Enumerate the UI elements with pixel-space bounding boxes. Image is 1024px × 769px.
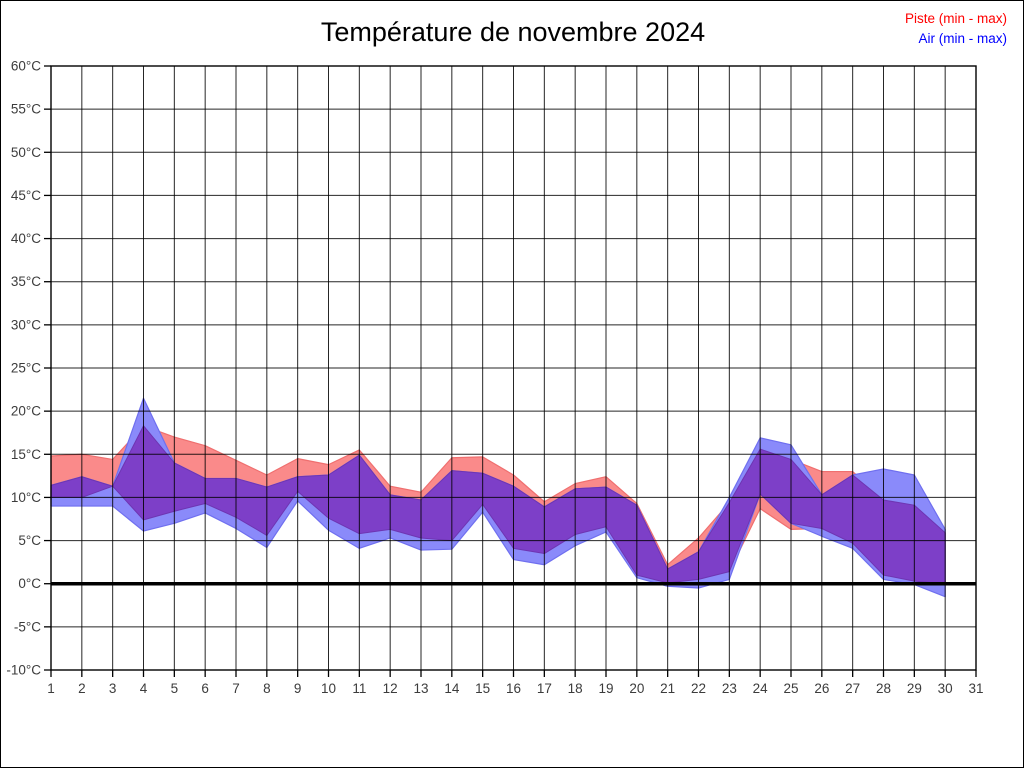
svg-text:17: 17 (537, 681, 552, 696)
svg-text:25°C: 25°C (11, 361, 41, 376)
svg-text:35°C: 35°C (11, 274, 41, 289)
svg-text:50°C: 50°C (11, 145, 41, 160)
svg-text:26: 26 (814, 681, 829, 696)
svg-text:25: 25 (783, 681, 798, 696)
legend-item-air: Air (min - max) (905, 29, 1008, 49)
svg-text:3: 3 (109, 681, 117, 696)
svg-text:5: 5 (171, 681, 179, 696)
svg-text:15°C: 15°C (11, 447, 41, 462)
svg-text:60°C: 60°C (11, 59, 41, 74)
svg-text:29: 29 (907, 681, 922, 696)
svg-text:40°C: 40°C (11, 231, 41, 246)
svg-text:45°C: 45°C (11, 188, 41, 203)
svg-text:18: 18 (568, 681, 583, 696)
svg-text:1: 1 (47, 681, 55, 696)
legend-label-piste: Piste (min - max) (904, 11, 1007, 26)
svg-text:30: 30 (938, 681, 953, 696)
svg-text:20: 20 (629, 681, 644, 696)
svg-text:23: 23 (722, 681, 737, 696)
svg-text:55°C: 55°C (11, 102, 41, 117)
svg-text:8: 8 (263, 681, 271, 696)
svg-text:22: 22 (691, 681, 706, 696)
svg-text:9: 9 (294, 681, 302, 696)
svg-text:13: 13 (413, 681, 428, 696)
svg-text:14: 14 (444, 681, 460, 696)
svg-text:-10°C: -10°C (6, 663, 41, 678)
axis-ticks (44, 65, 977, 677)
svg-text:0°C: 0°C (18, 576, 41, 591)
svg-text:24: 24 (753, 681, 769, 696)
svg-text:11: 11 (352, 681, 366, 696)
x-axis-labels: 1 2 3 4 5 6 7 8 9 10 11 12 13 14 15 16 17 18 19 20 21 22 23 24 2… (47, 681, 983, 696)
svg-text:7: 7 (232, 681, 240, 696)
svg-text:2: 2 (78, 681, 86, 696)
svg-text:16: 16 (506, 681, 521, 696)
legend: Piste (min - max) Air (min - max) (905, 9, 1007, 49)
svg-text:10°C: 10°C (11, 490, 41, 505)
svg-text:20°C: 20°C (11, 404, 41, 419)
svg-text:28: 28 (876, 681, 891, 696)
svg-text:15: 15 (475, 681, 490, 696)
svg-text:-5°C: -5°C (14, 619, 41, 634)
legend-item-piste: Piste (min - max) (905, 9, 1007, 29)
gridlines (50, 65, 977, 671)
svg-text:30°C: 30°C (11, 317, 41, 332)
svg-text:12: 12 (383, 681, 398, 696)
svg-text:6: 6 (201, 681, 209, 696)
svg-text:21: 21 (660, 681, 675, 696)
y-axis-labels: 60°C 55°C 50°C 45°C 40°C 35°C 30°C 25°C 20°C 15°C… (6, 59, 41, 678)
svg-text:31: 31 (968, 681, 983, 696)
svg-text:10: 10 (321, 681, 336, 696)
chart-title: Température de novembre 2024 (320, 17, 706, 47)
svg-text:27: 27 (845, 681, 860, 696)
svg-text:19: 19 (598, 681, 613, 696)
svg-text:5°C: 5°C (18, 533, 41, 548)
svg-text:4: 4 (140, 681, 148, 696)
legend-label-air: Air (min - max) (918, 31, 1008, 46)
